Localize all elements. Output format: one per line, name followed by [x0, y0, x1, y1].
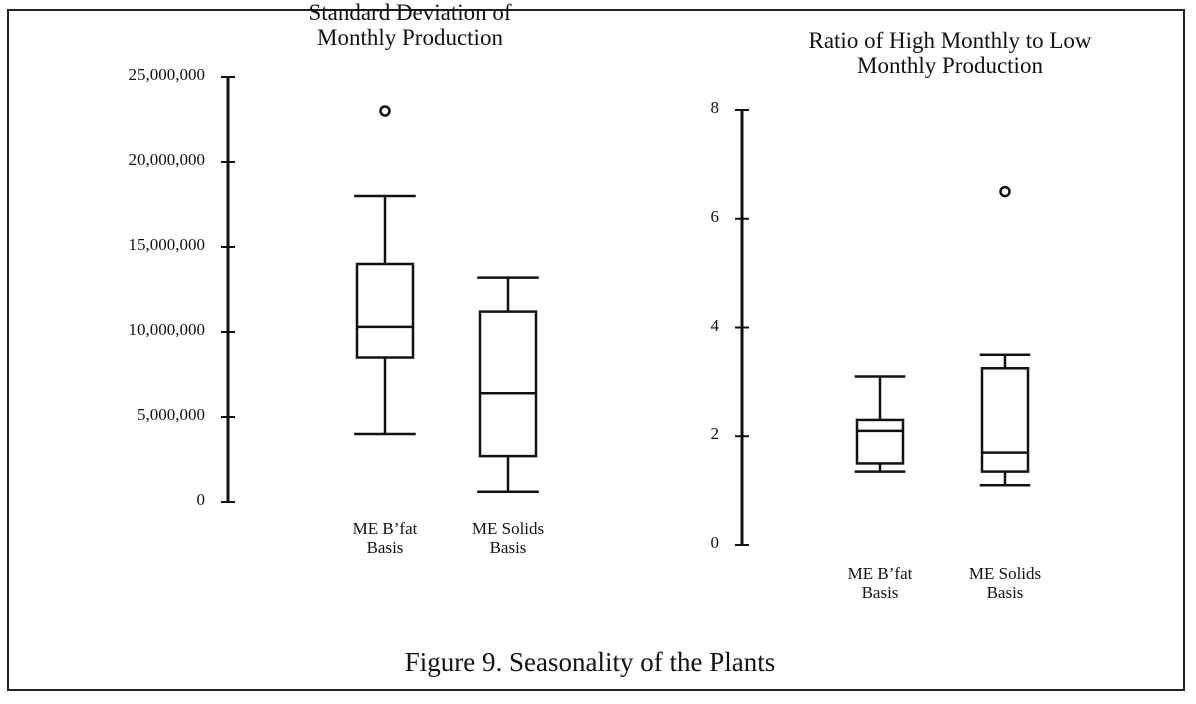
box — [355, 262, 415, 359]
y-tick-label: 6 — [710, 206, 720, 226]
y-tick-label: 8 — [710, 98, 720, 117]
outlier — [999, 185, 1011, 198]
chart-title: Standard Deviation of Monthly Production — [308, 0, 512, 51]
x-tick-label: ME B’fat Basis — [847, 564, 913, 602]
frame — [7, 9, 1185, 691]
y-tick-label: 0 — [196, 490, 206, 509]
caption: Figure 9. Seasonality of the Plants — [404, 647, 776, 677]
y-tick-label: 0 — [710, 533, 720, 552]
outlier — [379, 105, 391, 117]
y-tick-label: 25,000,000 — [128, 65, 206, 84]
y-tick-label: 10,000,000 — [128, 320, 206, 339]
box — [855, 418, 905, 465]
y-tick-label: 2 — [710, 424, 720, 444]
y-tick-label: 4 — [710, 315, 720, 335]
x-tick-label: ME B’fat Basis — [352, 519, 418, 557]
chart-title: Ratio of High Monthly to Low Monthly Pro… — [808, 28, 1092, 79]
box — [980, 367, 1030, 473]
box — [478, 310, 538, 458]
y-tick-label: 15,000,000 — [128, 235, 206, 254]
y-tick-label: 20,000,000 — [128, 150, 206, 169]
x-tick-label: ME Solids Basis — [968, 564, 1042, 602]
x-tick-label: ME Solids Basis — [471, 519, 545, 557]
y-tick-label: 5,000,000 — [137, 405, 205, 424]
